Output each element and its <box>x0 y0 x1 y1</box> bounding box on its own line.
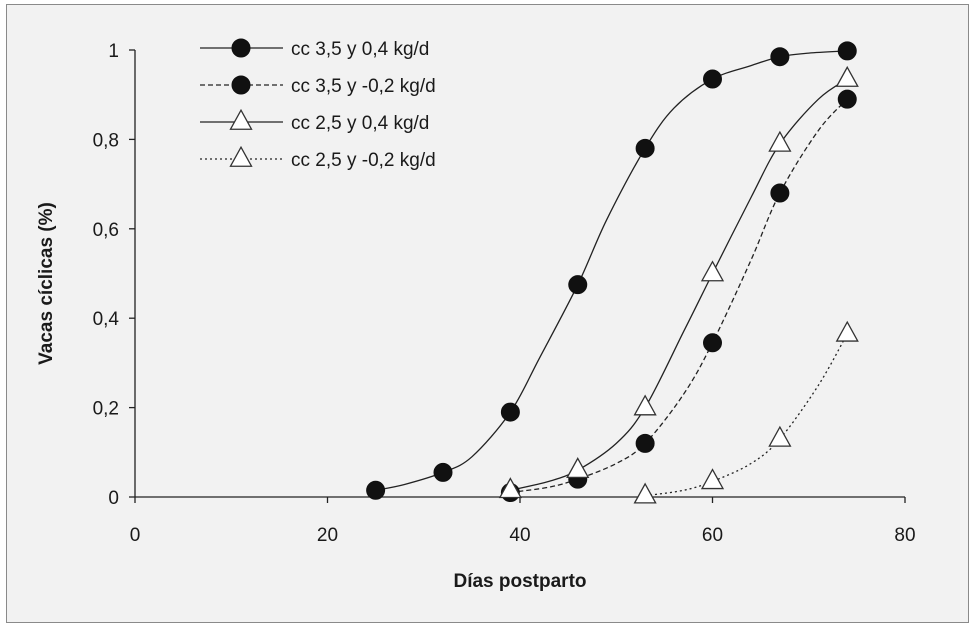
data-point <box>835 320 859 342</box>
data-point <box>633 394 657 416</box>
data-point <box>703 333 722 353</box>
legend: cc 3,5 y 0,4 kg/d cc 3,5 y -0,2 kg/d cc 2,… <box>200 38 436 171</box>
series-line <box>510 98 848 494</box>
data-point <box>500 402 520 422</box>
y-tick-label: 0 <box>108 488 119 509</box>
data-point <box>770 47 790 67</box>
series-line <box>375 50 848 491</box>
legend-marker <box>231 75 251 95</box>
data-point <box>837 89 857 109</box>
data-point <box>768 425 792 447</box>
x-tick-label: 60 <box>702 525 723 546</box>
x-tick-label: 80 <box>894 525 915 546</box>
y-tick-label: 1 <box>108 41 119 62</box>
legend-marker <box>229 108 253 130</box>
y-tick-label: 0,4 <box>93 309 120 330</box>
legend-label: cc 2,5 y 0,4 kg/d <box>291 113 429 134</box>
y-tick-label: 0,2 <box>93 399 119 420</box>
data-point <box>835 65 859 87</box>
data-point <box>568 275 588 295</box>
series-line <box>510 78 848 491</box>
legend-label: cc 2,5 y -0,2 kg/d <box>291 150 436 171</box>
series-markers <box>366 41 859 504</box>
data-point <box>635 138 655 158</box>
y-tick-label: 0,6 <box>93 220 119 241</box>
data-point <box>366 480 386 500</box>
data-point <box>837 41 857 61</box>
x-tick-label: 0 <box>130 525 141 546</box>
x-axis-title: Días postparto <box>453 571 586 592</box>
x-tick-label: 40 <box>509 525 530 546</box>
data-point <box>700 260 725 282</box>
data-point <box>770 183 790 203</box>
y-tick-label: 0,8 <box>93 130 119 151</box>
y-axis-title: Vacas cíclicas (%) <box>36 202 57 365</box>
data-point <box>635 433 655 453</box>
data-point <box>703 69 722 89</box>
data-point <box>633 482 657 504</box>
data-point <box>768 130 792 152</box>
legend-label: cc 3,5 y 0,4 kg/d <box>291 39 429 60</box>
chart-frame <box>6 4 969 623</box>
data-point <box>433 462 453 482</box>
legend-label: cc 3,5 y -0,2 kg/d <box>291 76 436 97</box>
series-line <box>645 333 848 497</box>
x-tick-label: 20 <box>317 525 338 546</box>
series-curves <box>375 50 848 497</box>
data-point <box>700 468 725 490</box>
legend-marker <box>229 145 253 167</box>
tick-marks: 0 20 40 60 80 0 0,2 0,4 0,6 0,8 1 <box>93 41 916 546</box>
axes <box>134 50 905 498</box>
data-point <box>498 477 522 499</box>
legend-marker <box>231 38 251 58</box>
data-point <box>566 457 590 479</box>
